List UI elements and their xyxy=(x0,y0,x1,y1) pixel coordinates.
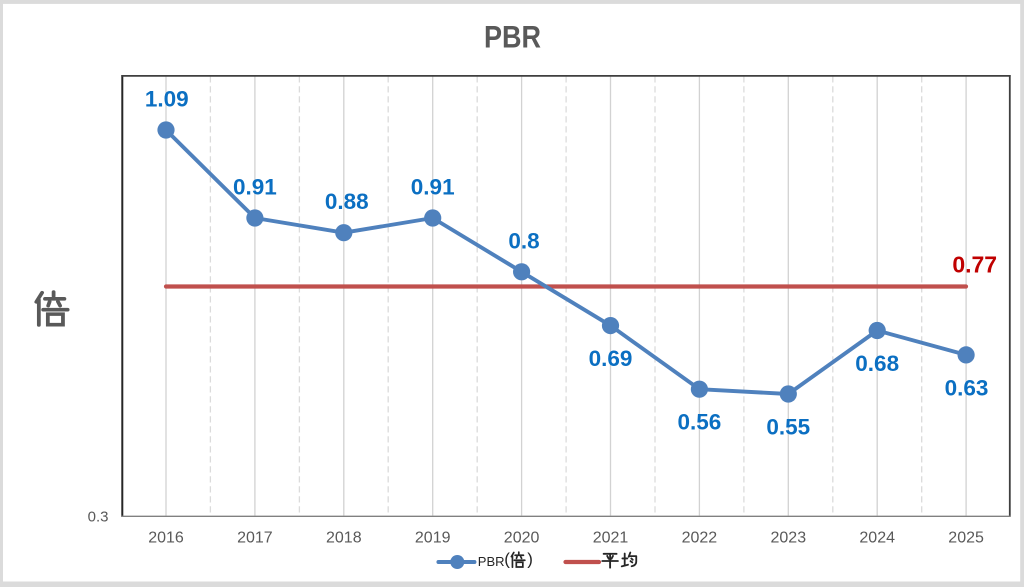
svg-text:2022: 2022 xyxy=(682,530,718,547)
svg-text:2018: 2018 xyxy=(326,530,362,547)
svg-text:0.56: 0.56 xyxy=(678,410,722,435)
svg-text:2024: 2024 xyxy=(859,530,895,547)
svg-text:2020: 2020 xyxy=(504,530,540,547)
svg-text:2021: 2021 xyxy=(593,530,629,547)
svg-text:1.09: 1.09 xyxy=(145,87,189,112)
svg-text:2023: 2023 xyxy=(771,530,807,547)
svg-text:0.88: 0.88 xyxy=(325,189,369,214)
svg-text:(: ( xyxy=(504,550,510,569)
svg-text:0.63: 0.63 xyxy=(945,375,989,400)
svg-text:PBR: PBR xyxy=(478,554,505,569)
svg-text:PBR: PBR xyxy=(484,19,541,55)
svg-text:): ) xyxy=(527,550,533,569)
svg-text:2025: 2025 xyxy=(948,530,984,547)
svg-text:2016: 2016 xyxy=(148,530,184,547)
svg-text:0.69: 0.69 xyxy=(589,346,633,371)
svg-text:0.91: 0.91 xyxy=(233,175,277,200)
svg-text:0.8: 0.8 xyxy=(508,228,539,253)
svg-text:0.91: 0.91 xyxy=(411,175,455,200)
svg-text:2017: 2017 xyxy=(237,530,273,547)
svg-text:0.68: 0.68 xyxy=(855,351,899,376)
svg-text:2019: 2019 xyxy=(415,530,451,547)
svg-text:0.3: 0.3 xyxy=(88,509,109,526)
svg-text:0.77: 0.77 xyxy=(952,252,997,278)
svg-text:0.55: 0.55 xyxy=(766,415,810,440)
